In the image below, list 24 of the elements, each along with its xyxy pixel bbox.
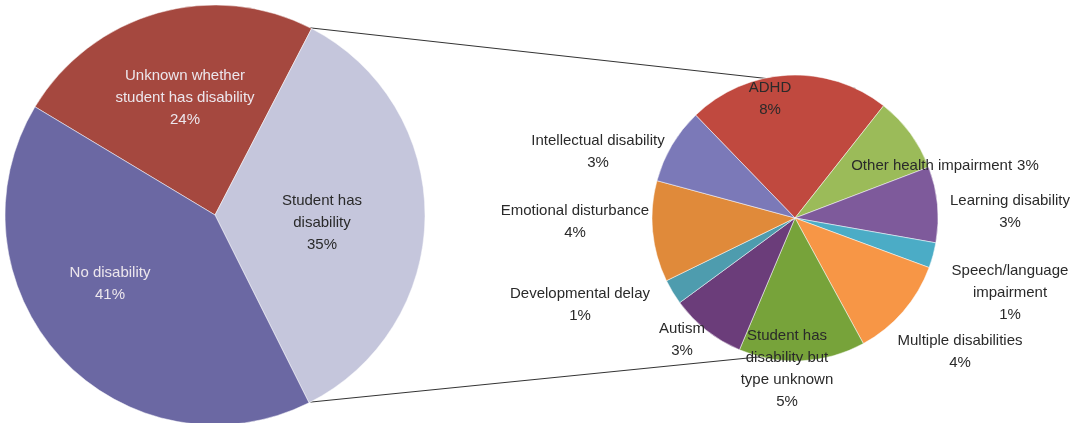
data-label: 24% [169, 110, 201, 127]
data-label: 3% [671, 341, 693, 358]
data-label: 41% [94, 285, 126, 302]
slice-label: Emotional disturbance [500, 201, 650, 218]
data-label: 5% [776, 392, 798, 409]
data-label: 8% [759, 100, 781, 117]
data-label: 3% [1017, 156, 1039, 173]
data-label: 4% [564, 223, 586, 240]
slice-label: Speech/language impairment [951, 261, 1069, 300]
slice-label: No disability [69, 263, 151, 280]
data-label: 35% [306, 235, 338, 252]
data-label: 4% [949, 353, 971, 370]
slice-label: Intellectual disability [531, 131, 666, 148]
data-label: 3% [999, 213, 1021, 230]
data-label: 1% [999, 305, 1021, 322]
slice-label: Multiple disabilities [897, 331, 1023, 348]
slice-label: Autism [659, 319, 705, 336]
slice-label: Learning disability [949, 191, 1071, 208]
slice-label: ADHD [748, 78, 792, 95]
data-label: 1% [569, 306, 591, 323]
slice-label: Student has disability [281, 191, 363, 230]
slice-label: Developmental delay [509, 284, 651, 301]
slice-label: Unknown whether student has disability [115, 66, 256, 105]
data-label: 3% [587, 153, 609, 170]
